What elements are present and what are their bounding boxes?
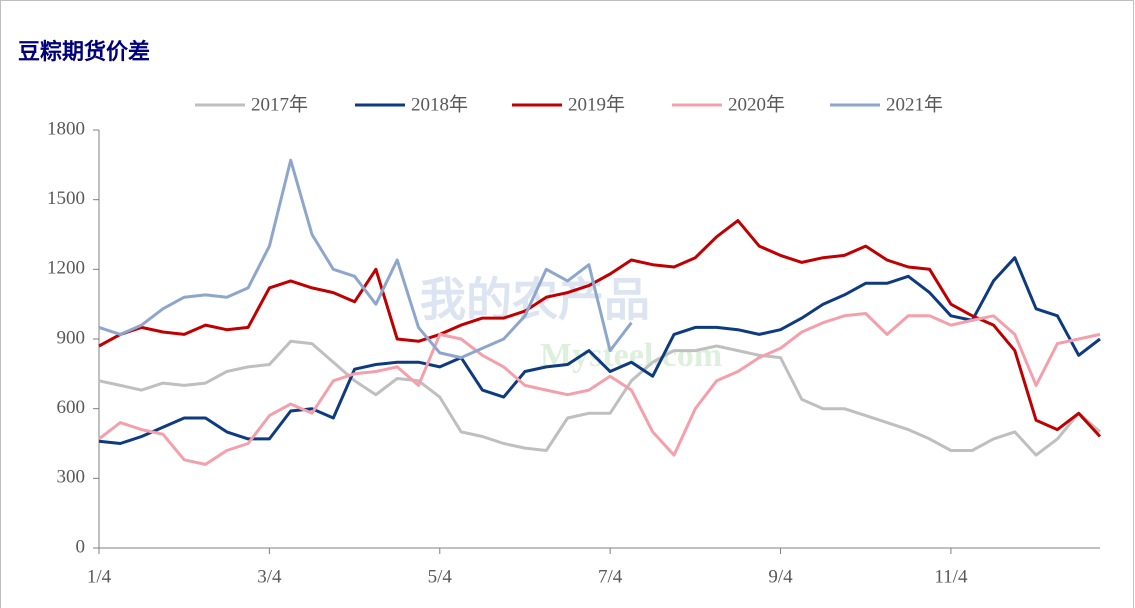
y-tick-label: 0 [76, 536, 86, 557]
x-tick-label: 7/4 [598, 566, 623, 587]
watermark: Mysteel.com [540, 337, 722, 374]
legend-label: 2017年 [251, 93, 308, 115]
series-line [98, 339, 1101, 457]
y-tick-label: 600 [57, 397, 86, 418]
legend-label: 2018年 [411, 93, 468, 115]
y-tick-label: 1800 [47, 118, 85, 139]
series-line [98, 312, 1101, 466]
y-tick-label: 300 [57, 467, 86, 488]
watermark: 我的农产品 [420, 275, 650, 326]
legend-label: 2020年 [728, 93, 785, 115]
series-line [98, 256, 1101, 445]
legend-label: 2019年 [568, 93, 625, 115]
x-tick-label: 1/4 [87, 566, 112, 587]
y-tick-label: 1500 [47, 188, 85, 209]
x-tick-label: 11/4 [934, 566, 968, 587]
y-tick-label: 1200 [47, 258, 85, 279]
series-line [98, 219, 1102, 438]
x-tick-label: 5/4 [428, 566, 453, 587]
chart-title: 豆粽期货价差 [18, 39, 150, 64]
series-line [98, 158, 633, 360]
x-tick-label: 3/4 [257, 566, 282, 587]
legend-label: 2021年 [886, 93, 943, 115]
x-tick-label: 9/4 [768, 566, 793, 587]
y-tick-label: 900 [57, 327, 86, 348]
